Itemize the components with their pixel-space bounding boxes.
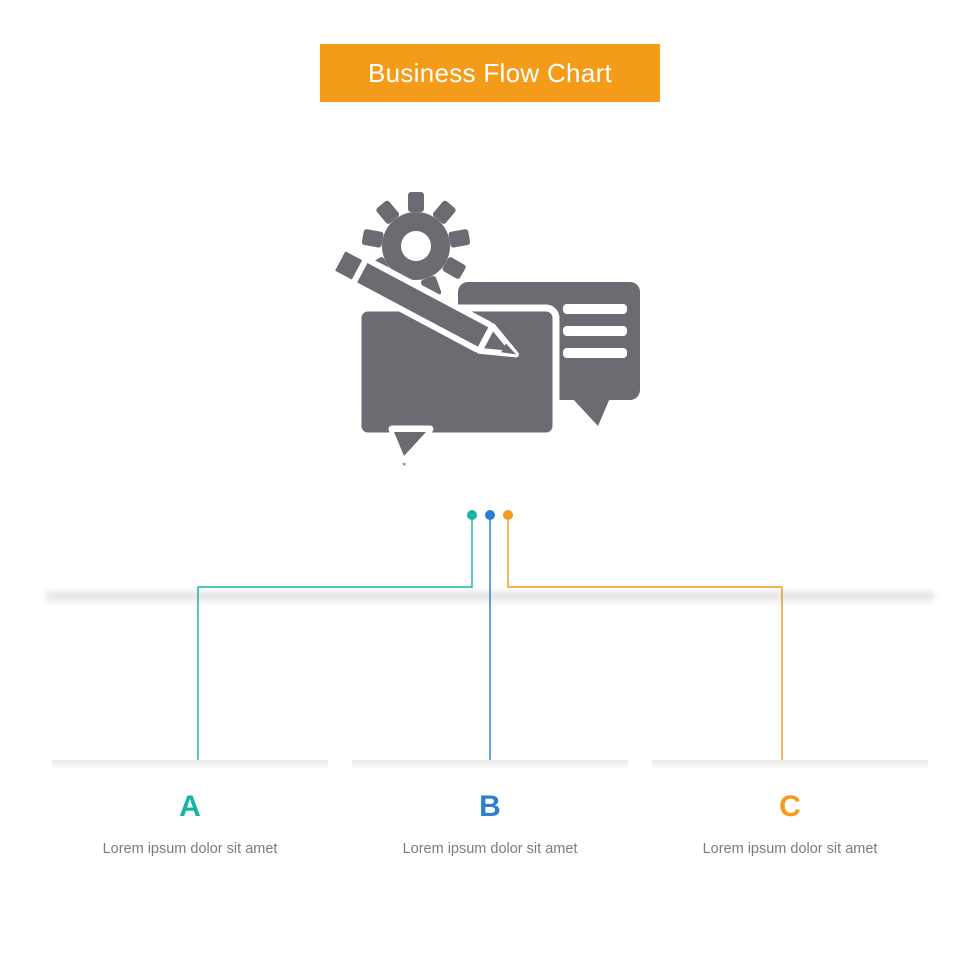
card-body: Lorem ipsum dolor sit amet	[678, 838, 902, 860]
cards-row: A Lorem ipsum dolor sit amet B Lorem ipsum …	[0, 760, 980, 950]
connector-svg	[0, 495, 980, 765]
shelf-shadow	[46, 592, 934, 606]
connector-line-a	[198, 515, 472, 765]
card-b: B Lorem ipsum dolor sit amet	[352, 760, 628, 950]
connector-dot-c	[503, 510, 513, 520]
page-title: Business Flow Chart	[368, 58, 612, 89]
title-bar: Business Flow Chart	[320, 44, 660, 102]
card-letter: B	[378, 790, 602, 824]
card-body: Lorem ipsum dolor sit amet	[378, 838, 602, 860]
card-letter: A	[78, 790, 302, 824]
card-a: A Lorem ipsum dolor sit amet	[52, 760, 328, 950]
chat-gear-pencil-icon	[320, 180, 660, 490]
connector-dot-b	[485, 510, 495, 520]
card-c: C Lorem ipsum dolor sit amet	[652, 760, 928, 950]
connector-area	[0, 495, 980, 765]
hero-icon-area	[0, 170, 980, 500]
connector-dot-a	[467, 510, 477, 520]
connector-line-c	[508, 515, 782, 765]
card-body: Lorem ipsum dolor sit amet	[78, 838, 302, 860]
card-letter: C	[678, 790, 902, 824]
